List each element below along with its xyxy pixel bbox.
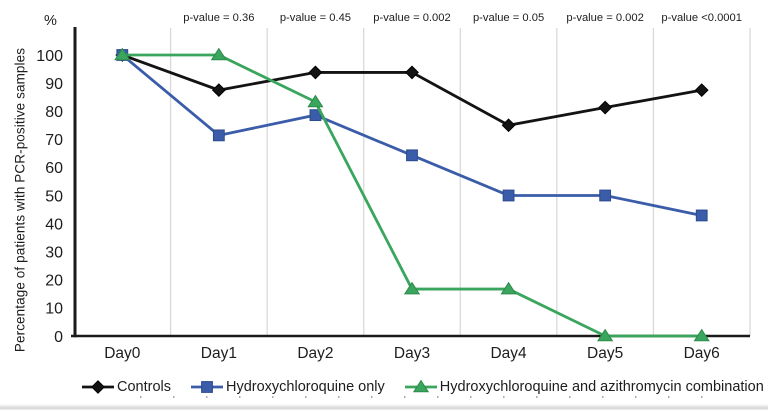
p-value-annotation: p-value = 0.002: [373, 12, 450, 24]
x-tick-label: Day2: [297, 345, 333, 362]
data-point-triangle: [210, 47, 227, 61]
x-tick-label: Day4: [490, 345, 527, 362]
legend-item: Controls: [82, 379, 171, 395]
legend-square-icon: [191, 381, 223, 393]
legend-item: Hydroxychloroquine only: [191, 379, 385, 395]
x-tick-label: Day5: [587, 345, 623, 362]
data-point-square: [212, 129, 225, 142]
data-point-triangle: [307, 94, 324, 108]
y-axis-unit-label: %: [44, 13, 57, 29]
p-value-annotation: p-value = 0.05: [473, 12, 544, 24]
legend-label: Controls: [117, 379, 171, 395]
data-point-triangle: [403, 281, 421, 295]
diamond-marker-icon: [91, 380, 105, 394]
data-point-square: [599, 189, 612, 202]
data-point-diamond: [694, 83, 709, 98]
y-tick-label: 80: [45, 104, 63, 121]
scan-artifact-bottom-edge: [0, 404, 768, 410]
p-value-annotation: p-value <0.0001: [661, 12, 742, 24]
y-tick-label: 10: [45, 301, 63, 318]
data-point-square: [502, 189, 515, 202]
data-point-diamond: [308, 65, 323, 80]
p-value-annotation: p-value = 0.002: [566, 12, 643, 24]
legend: Controls Hydroxychloroquine only Hydroxych…: [82, 376, 764, 398]
legend-triangle-icon: [404, 379, 437, 393]
y-tick-label: 50: [45, 188, 63, 205]
y-tick-label: 40: [45, 216, 63, 233]
legend-item: Hydroxychloroquine and azithromycin comb…: [404, 379, 764, 395]
p-value-annotation: p-value = 0.36: [183, 12, 254, 24]
data-point-triangle: [500, 281, 517, 295]
x-tick-label: Day3: [394, 345, 430, 362]
legend-diamond-icon: [82, 380, 114, 394]
data-point-diamond: [598, 100, 613, 115]
y-tick-label: 30: [45, 245, 63, 262]
y-tick-label: 100: [36, 48, 63, 65]
triangle-marker-icon: [412, 379, 429, 393]
data-point-diamond: [501, 118, 516, 133]
y-tick-label: 60: [45, 160, 63, 177]
legend-label: Hydroxychloroquine and azithromycin comb…: [439, 379, 764, 395]
data-point-triangle: [114, 47, 131, 61]
x-tick-label: Day6: [684, 345, 720, 362]
y-tick-label: 90: [45, 76, 63, 93]
y-tick-label: 0: [54, 329, 63, 346]
square-marker-icon: [201, 381, 213, 393]
x-tick-label: Day1: [201, 345, 237, 362]
data-point-diamond: [405, 65, 419, 80]
p-value-annotation: p-value = 0.45: [280, 12, 351, 24]
scan-artifact-dotted-line: [140, 396, 732, 398]
y-tick-label: 70: [45, 132, 63, 149]
data-point-diamond: [211, 83, 226, 98]
y-tick-label: 20: [45, 273, 63, 290]
x-tick-label: Day0: [104, 345, 141, 362]
data-point-triangle: [597, 328, 614, 342]
data-point-square: [406, 149, 418, 162]
legend-label: Hydroxychloroquine only: [226, 379, 385, 395]
data-point-square: [695, 209, 708, 222]
data-point-triangle: [693, 328, 710, 342]
